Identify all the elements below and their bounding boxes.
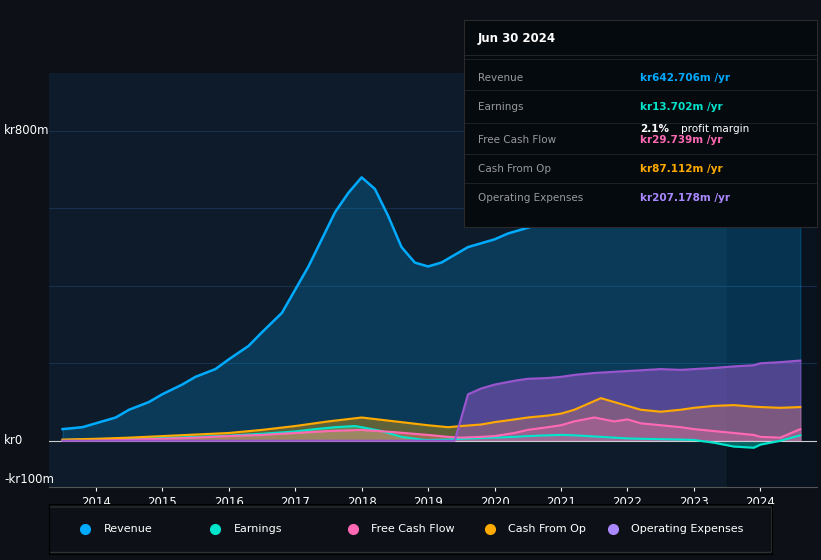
Text: -kr100m: -kr100m xyxy=(4,473,54,486)
Text: kr13.702m /yr: kr13.702m /yr xyxy=(640,101,723,111)
Text: Free Cash Flow: Free Cash Flow xyxy=(478,135,556,145)
Text: kr207.178m /yr: kr207.178m /yr xyxy=(640,193,731,203)
Text: kr0: kr0 xyxy=(4,434,23,447)
Text: 2.1%: 2.1% xyxy=(640,124,669,134)
Text: Revenue: Revenue xyxy=(478,73,523,83)
Text: Jun 30 2024: Jun 30 2024 xyxy=(478,32,556,45)
Text: kr800m: kr800m xyxy=(4,124,49,137)
Text: Cash From Op: Cash From Op xyxy=(508,524,586,534)
Text: profit margin: profit margin xyxy=(681,124,750,134)
Text: Earnings: Earnings xyxy=(233,524,282,534)
Text: Earnings: Earnings xyxy=(478,101,524,111)
Text: Free Cash Flow: Free Cash Flow xyxy=(371,524,454,534)
FancyBboxPatch shape xyxy=(42,507,772,552)
Text: kr642.706m /yr: kr642.706m /yr xyxy=(640,73,731,83)
Text: kr29.739m /yr: kr29.739m /yr xyxy=(640,135,722,145)
Text: kr87.112m /yr: kr87.112m /yr xyxy=(640,164,723,174)
Text: Operating Expenses: Operating Expenses xyxy=(631,524,743,534)
Text: Revenue: Revenue xyxy=(103,524,152,534)
Text: Cash From Op: Cash From Op xyxy=(478,164,551,174)
Text: Operating Expenses: Operating Expenses xyxy=(478,193,583,203)
Bar xyxy=(727,73,817,487)
